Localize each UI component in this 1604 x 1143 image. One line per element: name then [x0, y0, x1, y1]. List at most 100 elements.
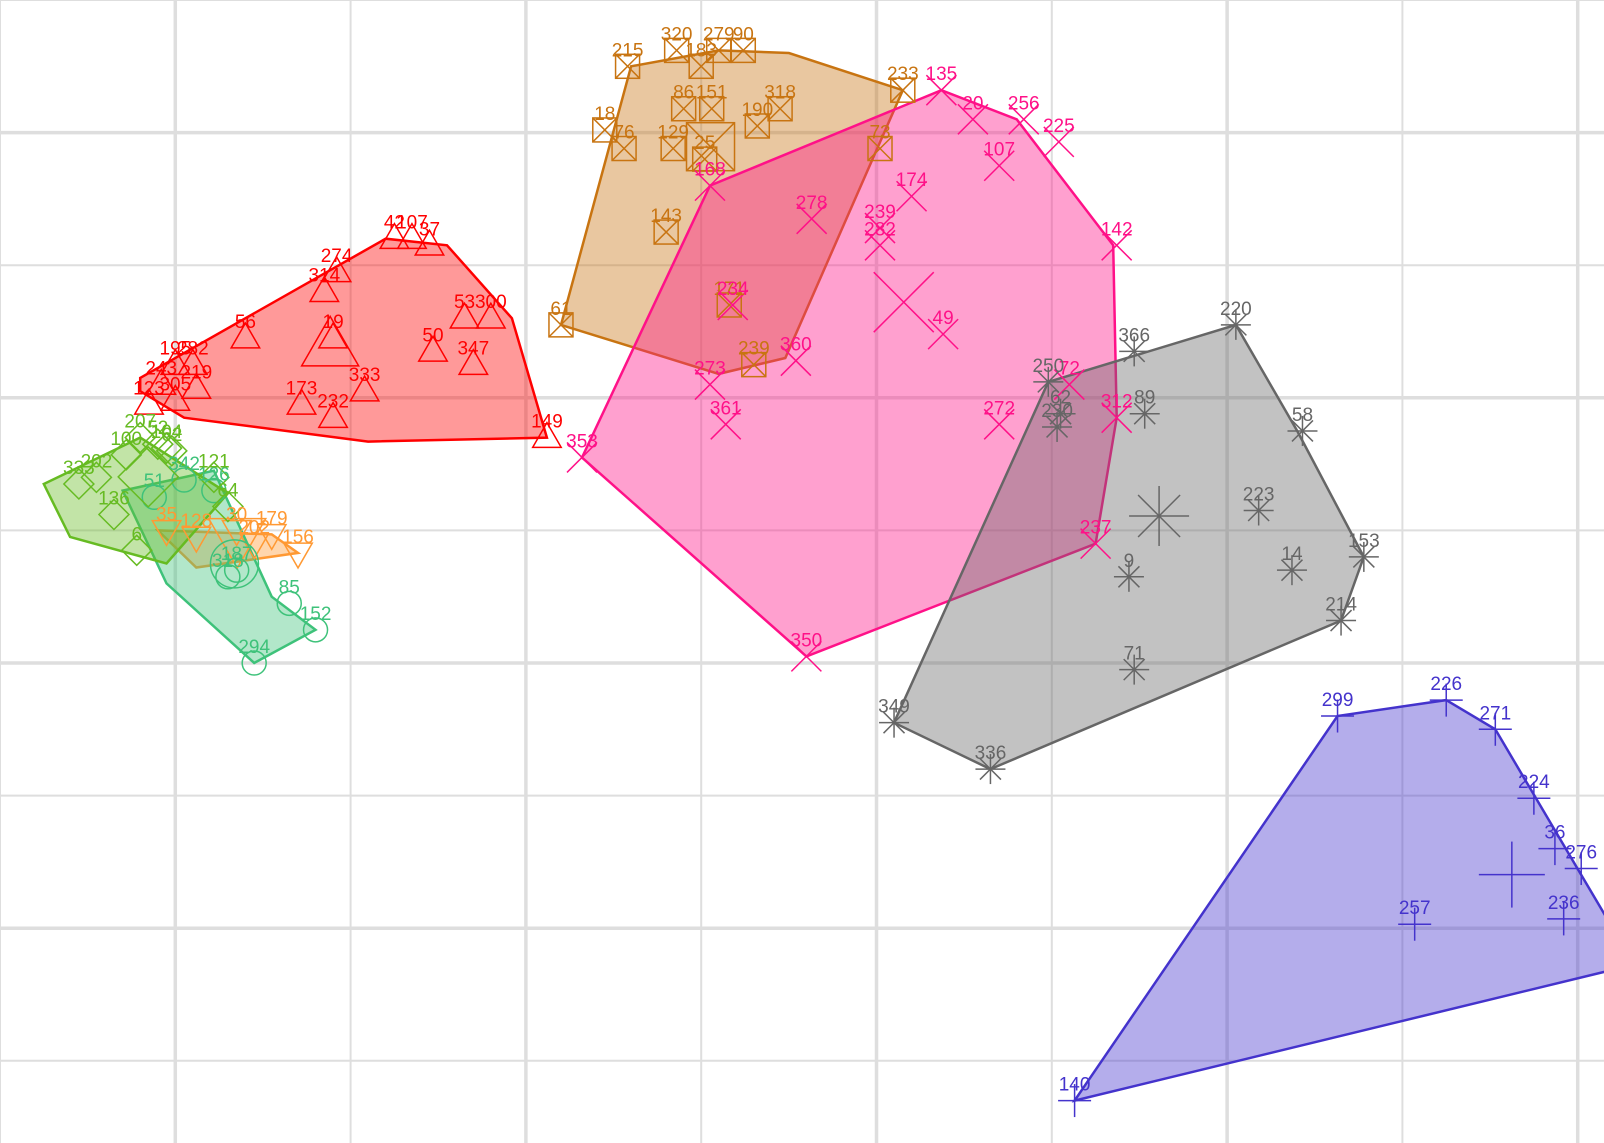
- point-label: 282: [864, 219, 896, 240]
- point-marker: [1243, 495, 1274, 526]
- cluster-centroid-marker: [1478, 841, 1545, 908]
- cluster-hull: [1071, 698, 1604, 1103]
- point-marker: [867, 135, 893, 162]
- point-label: 237: [1080, 518, 1112, 539]
- point-label: 152: [300, 604, 332, 625]
- point-label: 232: [317, 392, 349, 413]
- point-marker: [879, 707, 910, 738]
- cluster-points: [62, 37, 1598, 1118]
- point-marker: [717, 289, 749, 321]
- point-marker: [1478, 712, 1512, 746]
- point-label: 256: [1008, 93, 1040, 114]
- point-label: 225: [1043, 116, 1075, 137]
- point-marker: [241, 650, 267, 676]
- point-marker: [864, 212, 896, 244]
- point-label: 35: [156, 504, 177, 525]
- point-marker: [566, 441, 598, 473]
- point-marker: [150, 519, 183, 547]
- point-label: 36: [1544, 823, 1565, 844]
- point-label: 156: [282, 527, 314, 548]
- point-marker: [864, 229, 896, 261]
- point-label: 366: [1118, 325, 1150, 346]
- point-label: 6: [131, 524, 142, 545]
- point-marker: [349, 374, 381, 402]
- point-marker: [1321, 699, 1355, 733]
- point-marker: [663, 37, 690, 64]
- point-label: 195: [159, 339, 191, 360]
- point-marker: [896, 180, 928, 212]
- point-label: 219: [180, 363, 212, 384]
- point-marker: [1538, 832, 1572, 866]
- point-label: 243: [145, 359, 177, 380]
- point-marker: [670, 95, 697, 122]
- point-marker: [457, 348, 489, 376]
- point-label: 25: [694, 133, 715, 154]
- point-marker: [744, 113, 771, 139]
- point-marker: [177, 348, 209, 376]
- point-marker: [378, 222, 410, 250]
- point-marker: [448, 301, 481, 329]
- point-marker: [276, 590, 302, 617]
- point-marker: [741, 351, 767, 378]
- point-marker: [653, 219, 679, 245]
- point-marker: [141, 428, 174, 461]
- point-marker: [780, 345, 812, 377]
- point-marker: [1101, 229, 1133, 261]
- point-marker: [691, 146, 718, 172]
- point-marker: [1119, 336, 1150, 367]
- point-label: 126: [198, 465, 230, 486]
- point-label: 350: [791, 630, 823, 651]
- point-label: 347: [457, 339, 489, 360]
- point-label: 202: [81, 451, 113, 472]
- point-marker: [983, 408, 1015, 440]
- point-marker: [1398, 907, 1432, 941]
- point-marker: [1008, 103, 1040, 135]
- point-marker: [1053, 369, 1085, 401]
- point-marker: [660, 135, 686, 162]
- point-marker: [1348, 541, 1379, 572]
- point-label: 318: [764, 83, 796, 104]
- point-label: 320: [661, 24, 693, 45]
- point-label: 121: [198, 451, 230, 472]
- point-label: 274: [321, 246, 353, 267]
- point-marker: [1220, 309, 1251, 340]
- point-marker: [317, 401, 349, 429]
- point-marker: [925, 74, 957, 106]
- cluster-centroid-marker: [1129, 485, 1190, 546]
- point-marker: [215, 564, 241, 590]
- point-label: 223: [1243, 485, 1275, 506]
- point-label: 312: [1101, 392, 1133, 413]
- point-label: 76: [613, 123, 634, 144]
- point-marker: [1547, 902, 1581, 936]
- point-label: 333: [349, 365, 381, 386]
- point-label: 49: [933, 308, 954, 329]
- point-marker: [80, 461, 113, 494]
- point-marker: [282, 542, 314, 570]
- point-labels: 1791563012835202342126851522943181875120…: [63, 24, 1597, 1095]
- point-label: 257: [1399, 898, 1431, 919]
- cluster-hull: [120, 469, 318, 665]
- point-label: 273: [694, 359, 726, 380]
- point-marker: [308, 275, 340, 303]
- point-label: 202: [238, 518, 270, 539]
- point-label: 272: [983, 398, 1015, 419]
- point-label: 151: [696, 83, 728, 104]
- point-label: 207: [124, 412, 156, 433]
- cluster-hull: [559, 49, 905, 376]
- point-label: 53: [454, 292, 475, 313]
- point-marker: [285, 387, 318, 415]
- point-marker: [229, 321, 261, 349]
- point-label: 168: [694, 160, 726, 181]
- point-marker: [171, 467, 197, 493]
- point-label: 333: [63, 458, 95, 479]
- point-marker: [957, 103, 989, 135]
- point-label: 282: [177, 339, 209, 360]
- point-marker: [159, 383, 191, 411]
- point-marker: [1101, 402, 1133, 434]
- point-label: 278: [796, 193, 828, 214]
- point-label: 100: [110, 429, 142, 450]
- point-marker: [180, 372, 212, 400]
- point-label: 353: [566, 431, 598, 452]
- point-label: 187: [221, 544, 253, 565]
